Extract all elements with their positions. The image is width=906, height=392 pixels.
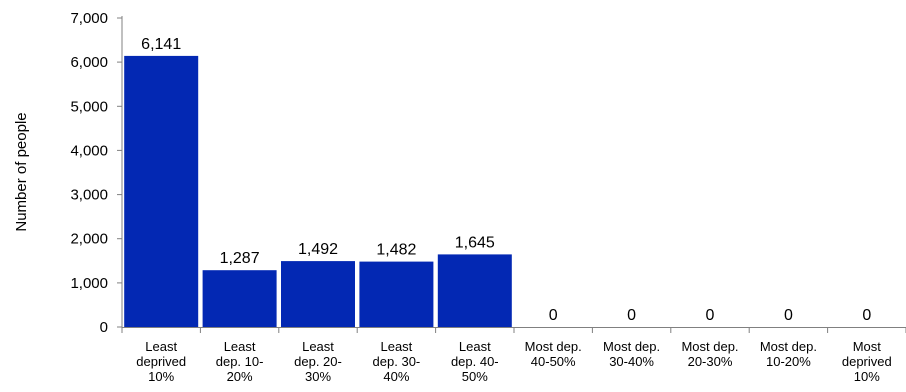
- x-tick-label-line: deprived: [842, 354, 892, 369]
- bar-2: [202, 270, 277, 327]
- y-tick-label: 0: [100, 319, 108, 336]
- x-tick-label-line: Most dep.: [525, 339, 582, 354]
- x-tick-label-1: Least deprived 10%: [136, 339, 186, 384]
- y-tick-label: 3,000: [70, 187, 108, 204]
- x-tick-label-10: Most deprived 10%: [842, 339, 892, 384]
- bar-5: [437, 254, 512, 327]
- x-tick-label-line: Most dep.: [681, 339, 738, 354]
- y-tick-label: 1,000: [70, 275, 108, 292]
- y-tick-label: 5,000: [70, 98, 108, 115]
- x-tick-label-line: Most dep.: [760, 339, 817, 354]
- x-tick-label-6: Most dep. 40-50%: [525, 339, 582, 369]
- x-tick-label-line: dep. 30-: [373, 354, 421, 369]
- x-tick-label-line: dep. 10-: [216, 354, 264, 369]
- x-tick-label-line: 20%: [227, 369, 253, 384]
- data-label-4: 1,482: [376, 242, 416, 259]
- data-label-6: 0: [549, 307, 558, 324]
- data-label-7: 0: [627, 307, 636, 324]
- x-tick-label-line: Least: [380, 339, 412, 354]
- data-label-2: 1,287: [220, 250, 260, 267]
- data-label-8: 0: [706, 307, 715, 324]
- x-tick-label-line: 30%: [305, 369, 331, 384]
- data-label-1: 6,141: [141, 36, 181, 53]
- x-tick-label-line: deprived: [136, 354, 186, 369]
- x-tick-label-line: Least: [224, 339, 256, 354]
- x-tick-label-3: Least dep. 20-30%: [294, 339, 342, 384]
- data-label-5: 1,645: [455, 234, 495, 251]
- x-tick-label-8: Most dep. 20-30%: [681, 339, 738, 369]
- data-label-3: 1,492: [298, 241, 338, 258]
- x-tick-label-4: Least dep. 30-40%: [373, 339, 421, 384]
- x-tick-label-line: 20-30%: [688, 354, 733, 369]
- x-tick-label-line: 10%: [854, 369, 880, 384]
- x-tick-label-5: Least dep. 40-50%: [451, 339, 499, 384]
- bar-4: [359, 261, 434, 327]
- bar-3: [281, 261, 355, 327]
- x-tick-label-9: Most dep. 10-20%: [760, 339, 817, 369]
- bar-1: [124, 55, 199, 328]
- y-tick-label: 6,000: [70, 54, 108, 71]
- x-tick-label-line: 10-20%: [766, 354, 811, 369]
- x-tick-label-line: dep. 40-: [451, 354, 499, 369]
- x-tick-label-7: Most dep. 30-40%: [603, 339, 660, 369]
- x-tick-label-line: Least: [459, 339, 491, 354]
- data-label-10: 0: [862, 307, 871, 324]
- y-axis-title: Number of people: [13, 112, 30, 231]
- x-tick-label-line: Most: [853, 339, 882, 354]
- x-tick-label-line: 50%: [462, 369, 488, 384]
- y-tick-label: 4,000: [70, 142, 108, 159]
- y-tick-label: 7,000: [70, 10, 108, 27]
- x-tick-label-line: 40-50%: [531, 354, 576, 369]
- data-label-9: 0: [784, 307, 793, 324]
- x-tick-label-line: dep. 20-: [294, 354, 342, 369]
- y-tick-label: 2,000: [70, 231, 108, 248]
- x-tick-label-line: 30-40%: [609, 354, 654, 369]
- x-tick-label-line: 40%: [383, 369, 409, 384]
- x-tick-label-2: Least dep. 10-20%: [216, 339, 264, 384]
- x-tick-label-line: Least: [302, 339, 334, 354]
- x-tick-label-line: Most dep.: [603, 339, 660, 354]
- x-tick-label-line: Least: [145, 339, 177, 354]
- x-tick-label-line: 10%: [148, 369, 174, 384]
